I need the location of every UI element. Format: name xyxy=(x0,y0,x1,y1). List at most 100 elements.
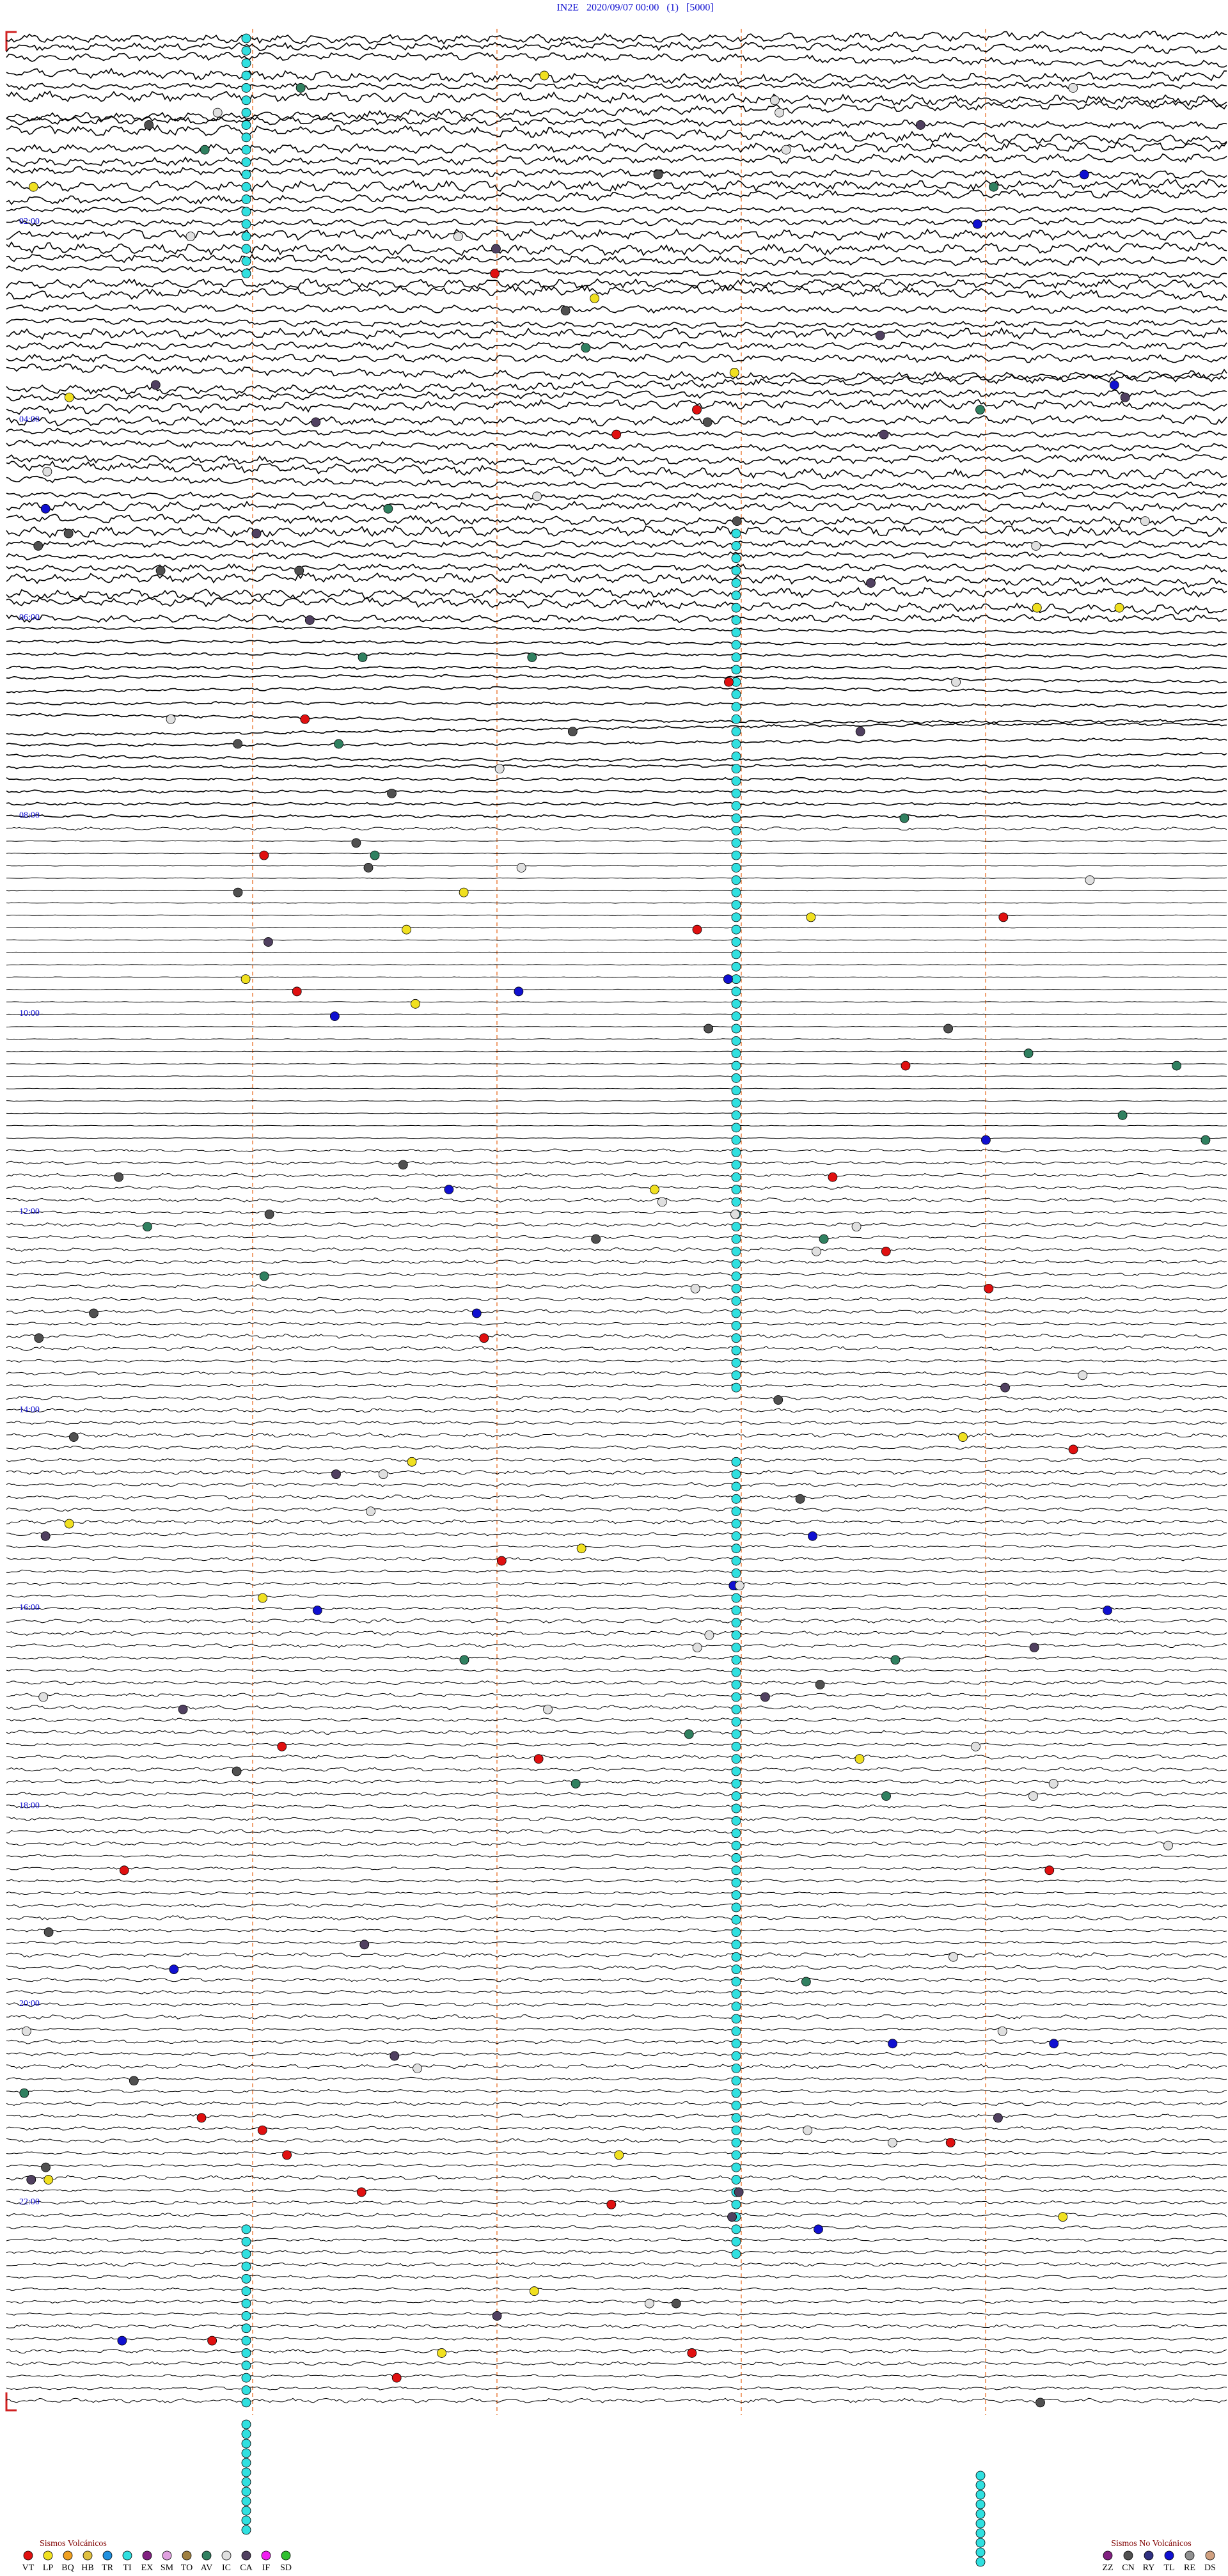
trace xyxy=(6,1519,1227,1524)
event-marker xyxy=(1032,603,1042,613)
event-marker xyxy=(496,1556,507,1566)
trace xyxy=(6,264,1227,280)
event-marker xyxy=(581,343,591,353)
event-marker xyxy=(731,2175,741,2185)
event-marker xyxy=(479,1333,489,1343)
event-marker xyxy=(731,1803,741,1813)
event-marker xyxy=(516,863,526,873)
event-marker xyxy=(975,405,985,415)
event-marker xyxy=(241,244,251,254)
event-marker xyxy=(730,1209,740,1219)
event-marker xyxy=(26,2175,36,2185)
event-marker xyxy=(731,924,741,935)
event-marker xyxy=(770,95,780,106)
trace xyxy=(6,1928,1227,1932)
event-marker xyxy=(731,813,741,823)
event-marker xyxy=(731,2150,741,2160)
event-marker xyxy=(731,776,741,786)
event-marker xyxy=(731,1110,741,1120)
trace xyxy=(6,1408,1227,1413)
event-marker xyxy=(731,528,741,539)
event-marker xyxy=(731,665,741,675)
trace xyxy=(6,353,1227,363)
event-marker xyxy=(241,256,251,266)
event-marker xyxy=(117,2335,127,2346)
event-marker xyxy=(407,1457,417,1467)
event-marker xyxy=(851,1222,862,1231)
event-marker xyxy=(731,640,741,650)
event-marker xyxy=(63,528,74,539)
trace xyxy=(6,686,1227,695)
event-marker xyxy=(491,244,501,254)
event-marker xyxy=(43,1927,54,1937)
event-marker xyxy=(331,1469,341,1480)
event-marker xyxy=(241,2467,251,2477)
trace xyxy=(6,2188,1227,2192)
event-marker xyxy=(815,1680,825,1689)
event-marker xyxy=(704,1630,714,1640)
trace xyxy=(6,1197,1227,1203)
event-marker xyxy=(731,1717,741,1727)
event-marker xyxy=(649,1185,659,1194)
hour-label: 04:00 xyxy=(19,415,40,424)
event-marker xyxy=(1023,1048,1034,1059)
event-marker xyxy=(731,1902,741,1913)
trace xyxy=(6,1804,1227,1809)
event-marker xyxy=(1103,1606,1112,1615)
event-marker xyxy=(591,1234,601,1244)
event-marker xyxy=(731,1023,741,1034)
trace xyxy=(6,1693,1227,1698)
legend-swatch xyxy=(201,2550,212,2561)
trace xyxy=(6,1680,1227,1686)
trace xyxy=(6,563,1227,573)
event-marker xyxy=(241,2486,251,2497)
legend-code: RE xyxy=(1184,2563,1195,2573)
legend-swatch xyxy=(43,2550,53,2561)
trace xyxy=(6,852,1227,855)
event-marker xyxy=(64,392,74,402)
event-marker xyxy=(727,2212,737,2222)
event-marker xyxy=(241,2224,251,2234)
trace xyxy=(6,317,1227,329)
legend-code: TL xyxy=(1163,2563,1174,2573)
legend-swatch xyxy=(261,2550,271,2561)
trace xyxy=(6,777,1227,782)
legend-swatch xyxy=(1103,2550,1113,2561)
event-marker xyxy=(241,2398,251,2408)
hour-label: 02:00 xyxy=(19,217,40,226)
trace xyxy=(6,1655,1227,1661)
trace xyxy=(6,737,1227,747)
hour-label: 22:00 xyxy=(19,2197,40,2207)
trace xyxy=(6,1371,1227,1376)
event-marker xyxy=(731,1073,741,1083)
event-marker xyxy=(391,2373,402,2383)
event-marker xyxy=(692,924,702,935)
trace xyxy=(6,116,1227,130)
event-marker xyxy=(614,2150,624,2160)
event-marker xyxy=(64,1519,74,1529)
event-marker xyxy=(241,2286,251,2296)
event-marker xyxy=(294,565,304,576)
event-marker xyxy=(166,714,176,724)
trace xyxy=(6,514,1227,526)
event-marker xyxy=(731,838,741,848)
event-marker xyxy=(356,2187,366,2197)
trace xyxy=(6,1952,1227,1958)
event-marker xyxy=(155,565,166,576)
trace xyxy=(6,1507,1227,1512)
event-marker xyxy=(731,1977,741,1987)
event-marker xyxy=(901,1061,911,1071)
trace xyxy=(6,1457,1227,1462)
event-marker xyxy=(731,1246,741,1256)
event-marker xyxy=(241,2335,251,2346)
event-marker xyxy=(1079,170,1089,180)
event-marker xyxy=(723,974,733,984)
event-marker xyxy=(975,2490,986,2500)
trace xyxy=(6,2064,1227,2069)
event-marker xyxy=(1140,516,1150,526)
event-marker xyxy=(828,1172,838,1182)
traces xyxy=(6,30,1227,2404)
event-marker xyxy=(731,1135,741,1145)
trace xyxy=(6,1284,1227,1289)
trace xyxy=(6,1989,1227,1995)
